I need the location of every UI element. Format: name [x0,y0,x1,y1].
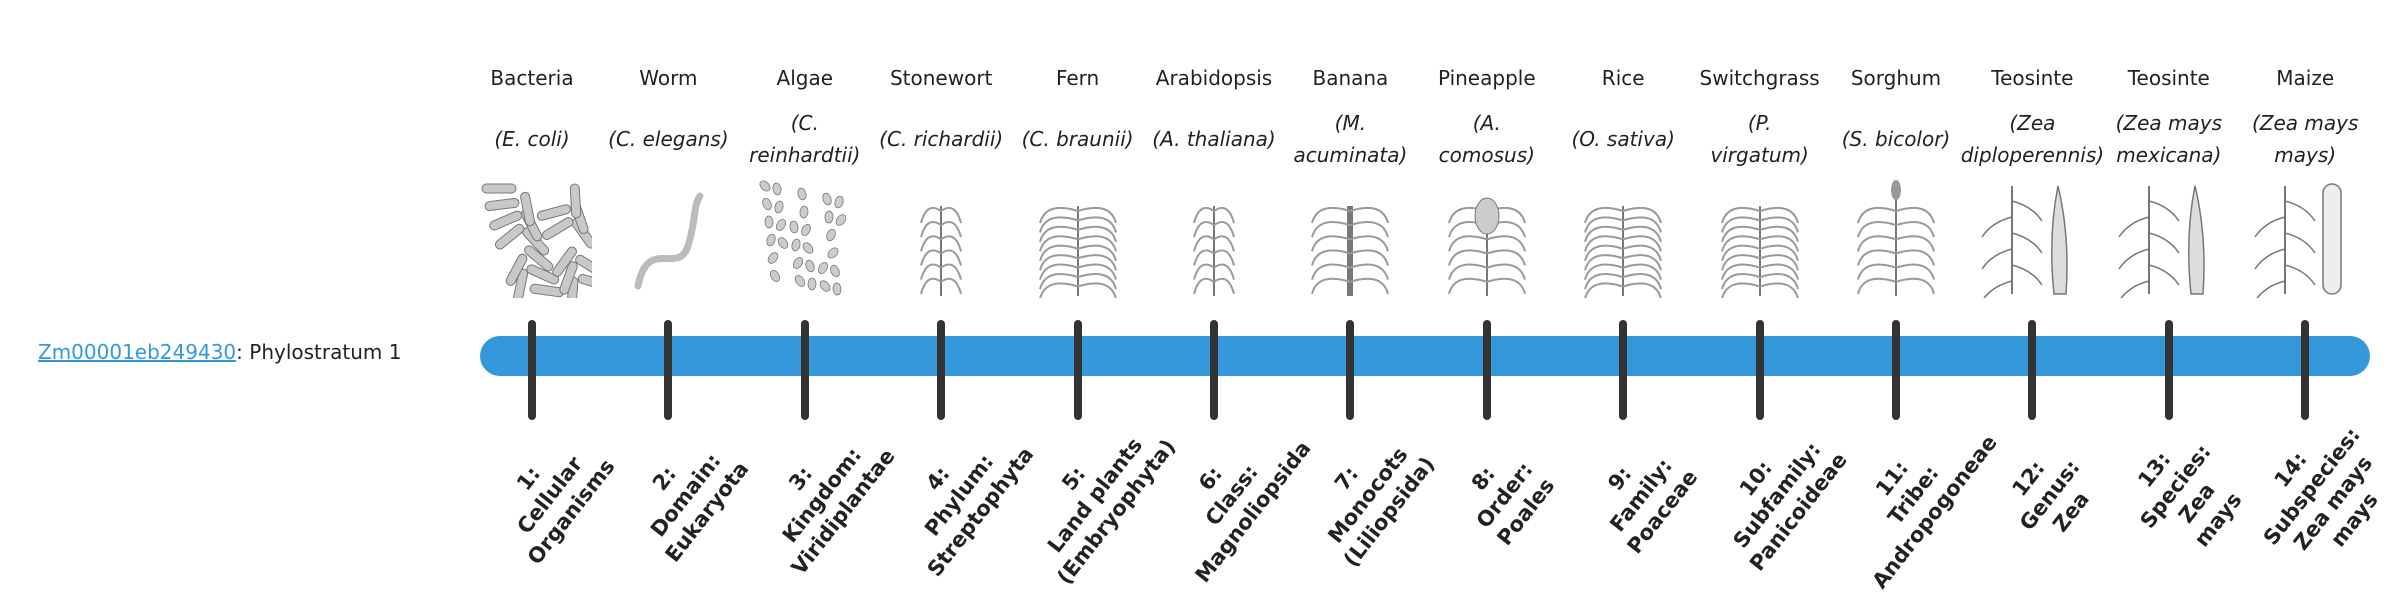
phylostratum-label: 1: Cellular Organisms [479,420,621,570]
rice-icon [1584,206,1663,298]
scientific-name-line: (C. elegans) [608,127,729,151]
organism-common-name: Switchgrass [1699,66,1820,90]
phylostratum-label: 8: Order: Poales [1449,439,1561,550]
phylostrata-timeline-bar [480,336,2370,376]
organism-common-name: Teosinte [2127,66,2210,90]
organism-scientific-name: (C. braunii) [990,106,1166,172]
phylostratum-tick [528,320,536,420]
organism-common-name: Bacteria [490,66,574,90]
scientific-name-line: comosus) [1438,143,1535,167]
organism-common-name: Arabidopsis [1155,66,1273,90]
organism-scientific-name: (C. reinhardtii) [717,106,893,172]
organism-scientific-name: (M. acuminata) [1262,106,1438,172]
fern-icon [1038,206,1117,298]
organism-scientific-name: (Zea diploperennis) [1944,106,2120,172]
organism-scientific-name: (Zea mays mexicana) [2081,106,2257,172]
organism-scientific-name: (S. bicolor) [1808,106,1984,172]
scientific-name-line: (Zea mays [2251,111,2359,135]
organism-scientific-name: (O. sativa) [1535,106,1711,172]
scientific-name-line: (A. thaliana) [1152,127,1276,151]
scientific-name-line: (E. coli) [494,127,570,151]
scientific-name-line: (Zea mays [2115,111,2222,135]
organism-scientific-name: (C. elegans) [580,106,756,172]
phylostratum-tick [2164,320,2173,420]
phylostratum-label: 4: Phylum: Streptophyta [879,408,1040,582]
scientific-name-line: virgatum) [1710,143,1809,167]
organism-common-name: Rice [1601,66,1645,90]
organism-common-name: Fern [1055,66,1100,90]
phylostratum-label: 2: Domain: Eukaryota [618,423,756,568]
phylostratum-tick [1210,320,1218,420]
organism-common-name: Banana [1312,66,1389,90]
scientific-name-line: (C. braunii) [1021,127,1134,151]
phylostratum-tick [1482,320,1491,420]
scientific-name-line: reinhardtii) [749,143,861,167]
scientific-name-line: (P. [1747,111,1772,135]
phylostratum-tick [2028,320,2037,420]
scientific-name-line: (Zea [2009,111,2056,135]
organism-scientific-name: (P. virgatum) [1672,106,1848,172]
teosinte-icon [2118,185,2205,298]
stonewort-icon [920,206,963,296]
gene-label: Zm00001eb249430: Phylostratum 1 [38,340,401,364]
organism-common-name: Pineapple [1437,66,1536,90]
phylostratum-label: 11: Tribe: Andropogoneae [1824,396,2003,594]
scientific-name-line: (C. richardii) [879,127,1004,151]
scientific-name-line: (A. [1472,111,1501,135]
phylostratum-tick [1892,320,1900,420]
scientific-name-line: acuminata) [1293,143,1408,167]
organism-common-name: Worm [639,66,698,90]
organism-common-name: Maize [2276,66,2335,90]
organism-scientific-name: (E. coli) [444,106,620,172]
phylostratum-label: 10: Subfamily: Panicoideae [1702,414,1854,576]
arabidopsis-icon [1193,206,1235,296]
scientific-name-line: mexicana) [2116,143,2222,167]
phylostratum-tick [2301,320,2310,420]
phylostratum-tick [937,320,946,420]
scientific-name-line: (M. [1334,111,1367,135]
phylostratum-label: 3: Kingdom: Viridiplantae [744,410,902,580]
banana-icon [1311,206,1390,296]
scientific-name-line: (O. sativa) [1571,127,1675,151]
organism-common-name: Teosinte [1991,66,2074,90]
algae-icon [759,180,847,296]
maize-icon [2254,183,2342,298]
organism-scientific-name: (A. comosus) [1399,106,1575,172]
worm-icon [634,192,704,290]
scientific-name-line: (C. [790,111,819,135]
phylostratum-text: : Phylostratum 1 [236,340,402,364]
phylostratum-label: 12: Genus: Zea [1993,438,2107,553]
phylostratum-tick [664,320,673,420]
phylostratum-label: 5: Land plants (Embryophyta) [1009,400,1182,589]
sorghum-icon [1857,180,1935,296]
phylostratum-tick [1073,320,1082,420]
scientific-name-line: diploperennis) [1960,143,2105,167]
switchgrass-icon [1720,206,1799,298]
organism-scientific-name: (C. richardii) [853,106,1029,172]
scientific-name-line: mays) [2274,143,2337,167]
organism-common-name: Stonewort [889,66,993,90]
organism-common-name: Algae [776,66,834,90]
phylostratum-label: 6: Class: Magnoliopsida [1147,402,1317,588]
gene-id-link[interactable]: Zm00001eb249430 [38,340,237,364]
bacteria-icon [481,183,592,298]
pineapple-icon [1447,197,1526,296]
organism-scientific-name: (Zea mays mays) [2217,106,2393,172]
teosinte-icon [1981,185,2069,298]
phylostratum-label: 9: Family: Poaceae [1579,431,1704,559]
organism-common-name: Sorghum [1850,66,1942,90]
organism-scientific-name: (A. thaliana) [1126,106,1302,172]
phylostratum-tick [800,320,809,420]
phylostratum-label: 14: Subspecies: Zea mays mays [2237,406,2400,584]
phylostratum-tick [1755,320,1764,420]
phylostratum-label: 7: Monocots (Liliopsida) [1295,418,1440,572]
phylostratum-label: 13: Species: Zea mays [2114,423,2260,568]
phylostratum-tick [1346,320,1355,420]
scientific-name-line: (S. bicolor) [1841,127,1951,151]
phylostratum-tick [1619,320,1628,420]
